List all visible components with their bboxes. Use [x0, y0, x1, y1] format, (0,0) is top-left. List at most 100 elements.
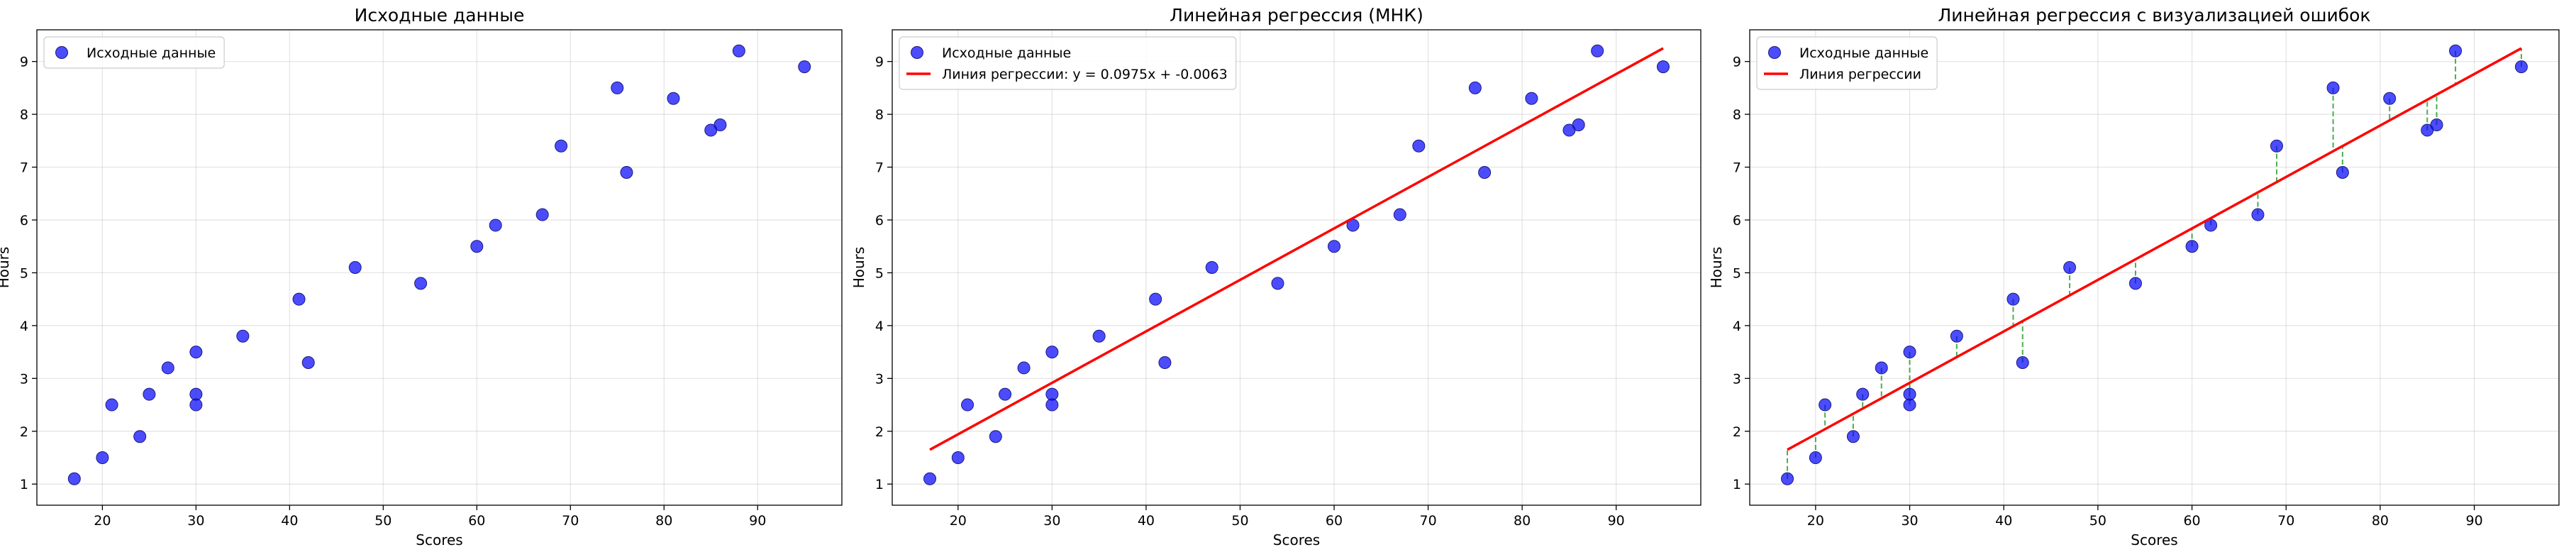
legend-marker — [911, 46, 923, 59]
data-point — [1328, 240, 1341, 253]
x-tick-label: 40 — [1138, 513, 1155, 529]
data-point — [1468, 81, 1482, 94]
data-point — [961, 398, 975, 412]
x-tick-label: 60 — [468, 513, 485, 529]
y-tick-label: 7 — [875, 160, 884, 176]
data-point — [1950, 329, 1963, 343]
data-point — [236, 329, 250, 343]
y-tick-label: 7 — [20, 160, 28, 176]
y-tick-label: 8 — [1733, 107, 1741, 123]
x-tick-label: 20 — [94, 513, 111, 529]
data-point — [1045, 346, 1059, 359]
data-point — [714, 118, 727, 131]
x-tick-label: 60 — [1326, 513, 1343, 529]
plot-area — [37, 30, 842, 505]
data-point — [1856, 387, 1870, 401]
data-point — [2006, 292, 2020, 306]
data-point — [2016, 356, 2029, 369]
x-tick-label: 40 — [1995, 513, 2012, 529]
data-point — [1525, 92, 1538, 105]
data-point — [161, 361, 174, 375]
x-tick-label: 30 — [1043, 513, 1060, 529]
x-tick-label: 20 — [1807, 513, 1824, 529]
y-tick-label: 4 — [20, 319, 28, 334]
data-point — [620, 166, 633, 179]
y-tick-label: 3 — [1733, 371, 1741, 387]
y-tick-label: 9 — [875, 55, 884, 70]
x-tick-label: 50 — [2089, 513, 2106, 529]
data-point — [2326, 81, 2340, 94]
data-point — [1656, 60, 1670, 74]
y-tick-label: 3 — [20, 371, 28, 387]
chart-title: Линейная регрессия (МНК) — [1170, 5, 1423, 26]
x-tick-label: 30 — [187, 513, 204, 529]
x-tick-label: 70 — [1419, 513, 1436, 529]
data-point — [2128, 277, 2142, 290]
data-point — [2336, 166, 2349, 179]
x-tick-label: 50 — [1231, 513, 1248, 529]
plot-area — [892, 30, 1701, 505]
data-point — [2430, 118, 2443, 131]
data-point — [1092, 329, 1106, 343]
legend-marker — [55, 46, 68, 59]
x-tick-label: 50 — [374, 513, 392, 529]
y-tick-label: 7 — [1733, 160, 1741, 176]
y-tick-label: 9 — [20, 55, 28, 70]
data-point — [143, 387, 156, 401]
y-axis-label: Hours — [0, 247, 12, 289]
data-point — [535, 208, 549, 221]
panel-3: 20 30 40 50 60 70 80 90 1 2 3 4 5 6 7 8 9 Линейная регрес… — [1708, 5, 2560, 548]
data-point — [1875, 361, 1888, 375]
x-tick-label: 30 — [1901, 513, 1918, 529]
data-point — [189, 346, 203, 359]
data-point — [923, 472, 937, 485]
legend-label: Исходные данные — [1799, 45, 1928, 61]
y-tick-label: 4 — [1733, 319, 1741, 334]
x-axis-label: Scores — [416, 531, 462, 548]
x-axis-label: Scores — [1273, 531, 1320, 548]
x-tick-label: 70 — [2277, 513, 2294, 529]
axes-frame — [892, 29, 1701, 506]
x-tick-label: 90 — [1608, 513, 1625, 529]
legend: Исходные данные Линия регрессии — [1756, 36, 1938, 90]
y-tick-label: 4 — [875, 319, 884, 334]
y-tick-label: 2 — [875, 424, 884, 440]
data-point — [1205, 261, 1218, 274]
chart-title: Линейная регрессия с визуализацией ошибо… — [1938, 5, 2370, 26]
data-point — [292, 292, 306, 306]
legend: Исходные данные — [43, 36, 225, 69]
x-tick-label: 90 — [2465, 513, 2482, 529]
data-point — [2270, 139, 2283, 153]
legend-marker — [1768, 46, 1781, 59]
regression-line — [929, 47, 1664, 451]
legend-box — [43, 36, 225, 69]
regression-line — [1787, 47, 2522, 451]
data-point — [1393, 208, 1406, 221]
y-tick-label: 8 — [20, 107, 28, 123]
legend-box — [899, 36, 1237, 90]
y-tick-label: 5 — [1733, 265, 1741, 281]
data-point — [1478, 166, 1492, 179]
legend-box — [1756, 36, 1938, 90]
data-point — [1819, 398, 1832, 412]
data-point — [2514, 60, 2528, 74]
data-point — [1591, 44, 1604, 57]
y-tick-label: 5 — [20, 265, 28, 281]
data-point — [1412, 139, 1426, 153]
data-point — [1572, 118, 1585, 131]
legend-label: Линия регрессии: y = 0.0975x + -0.0063 — [942, 67, 1228, 82]
y-tick-label: 2 — [20, 424, 28, 440]
data-point — [133, 430, 147, 443]
data-point — [1158, 356, 1172, 369]
x-tick-label: 70 — [562, 513, 579, 529]
data-point — [489, 219, 502, 232]
data-point — [1149, 292, 1162, 306]
y-axis-label: Hours — [1708, 247, 1725, 289]
data-point — [555, 139, 568, 153]
data-point — [951, 451, 965, 464]
y-tick-label: 9 — [1733, 55, 1741, 70]
data-point — [2383, 92, 2397, 105]
y-tick-label: 5 — [875, 265, 884, 281]
x-axis-label: Scores — [2131, 531, 2177, 548]
data-point — [1903, 346, 1916, 359]
